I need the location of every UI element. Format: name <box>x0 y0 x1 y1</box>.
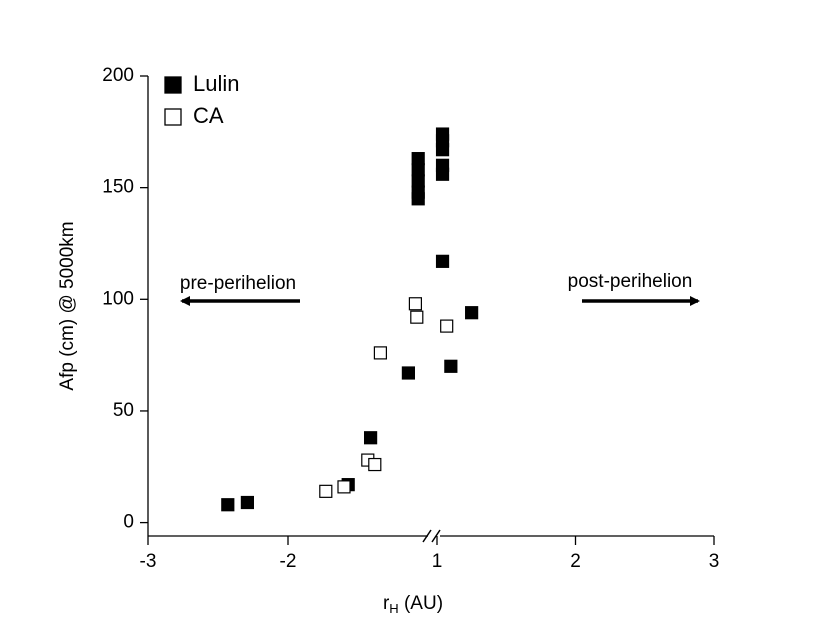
point <box>319 484 333 498</box>
annotation: pre-perihelion <box>180 273 296 294</box>
point <box>408 297 422 311</box>
x-axis-label: rH (AU) <box>383 593 443 616</box>
y-axis-label: Afp (cm) @ 5000km <box>57 221 78 390</box>
y-tick-label: 100 <box>102 288 134 309</box>
point <box>337 480 351 494</box>
point <box>465 306 479 320</box>
point <box>373 346 387 360</box>
point <box>221 498 235 512</box>
point <box>401 366 415 380</box>
legend-label: CA <box>193 103 224 128</box>
x-tick-label: 1 <box>432 551 443 572</box>
x-label-unit: (AU) <box>399 593 443 614</box>
x-label-sub: H <box>389 601 398 616</box>
point <box>440 319 454 333</box>
x-tick-label: -2 <box>280 551 297 572</box>
y-tick-label: 0 <box>123 512 134 533</box>
y-tick-label: 150 <box>102 177 134 198</box>
point <box>240 495 254 510</box>
point <box>411 152 425 166</box>
point <box>368 457 382 472</box>
x-label-main: r <box>383 593 390 614</box>
point <box>411 163 425 177</box>
x-tick-label: 2 <box>570 551 581 572</box>
y-tick-label: 50 <box>113 400 134 421</box>
y-tick-label: 200 <box>102 65 134 86</box>
annotation: post-perihelion <box>568 271 693 292</box>
point <box>435 167 450 181</box>
legend-marker <box>164 76 182 94</box>
point <box>435 143 450 157</box>
point <box>364 431 378 445</box>
x-tick-label: 3 <box>709 551 720 572</box>
axis-break <box>422 529 441 543</box>
point <box>444 359 458 373</box>
legend-label: Lulin <box>193 71 239 96</box>
point <box>411 174 425 188</box>
point <box>410 310 424 324</box>
x-tick-label: -3 <box>140 551 157 572</box>
point <box>411 192 425 206</box>
legend-marker <box>164 108 182 126</box>
point <box>435 254 450 268</box>
